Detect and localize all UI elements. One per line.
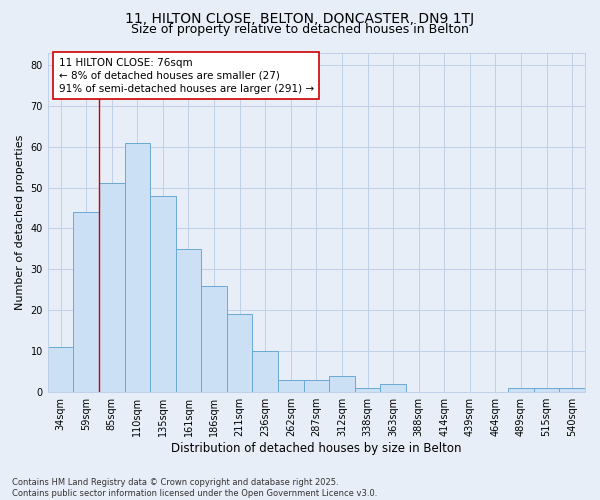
Text: 11, HILTON CLOSE, BELTON, DONCASTER, DN9 1TJ: 11, HILTON CLOSE, BELTON, DONCASTER, DN9… xyxy=(125,12,475,26)
Bar xyxy=(150,196,176,392)
Bar xyxy=(508,388,534,392)
Y-axis label: Number of detached properties: Number of detached properties xyxy=(15,134,25,310)
Bar xyxy=(278,380,304,392)
Text: 11 HILTON CLOSE: 76sqm
← 8% of detached houses are smaller (27)
91% of semi-deta: 11 HILTON CLOSE: 76sqm ← 8% of detached … xyxy=(59,58,314,94)
Bar xyxy=(355,388,380,392)
Bar xyxy=(227,314,253,392)
Bar xyxy=(380,384,406,392)
X-axis label: Distribution of detached houses by size in Belton: Distribution of detached houses by size … xyxy=(171,442,461,455)
Bar xyxy=(125,142,150,392)
Bar xyxy=(48,347,73,392)
Text: Contains HM Land Registry data © Crown copyright and database right 2025.
Contai: Contains HM Land Registry data © Crown c… xyxy=(12,478,377,498)
Bar xyxy=(253,352,278,392)
Bar xyxy=(329,376,355,392)
Text: Size of property relative to detached houses in Belton: Size of property relative to detached ho… xyxy=(131,22,469,36)
Bar xyxy=(559,388,585,392)
Bar xyxy=(304,380,329,392)
Bar xyxy=(176,249,201,392)
Bar xyxy=(73,212,99,392)
Bar xyxy=(201,286,227,392)
Bar xyxy=(99,184,125,392)
Bar xyxy=(534,388,559,392)
